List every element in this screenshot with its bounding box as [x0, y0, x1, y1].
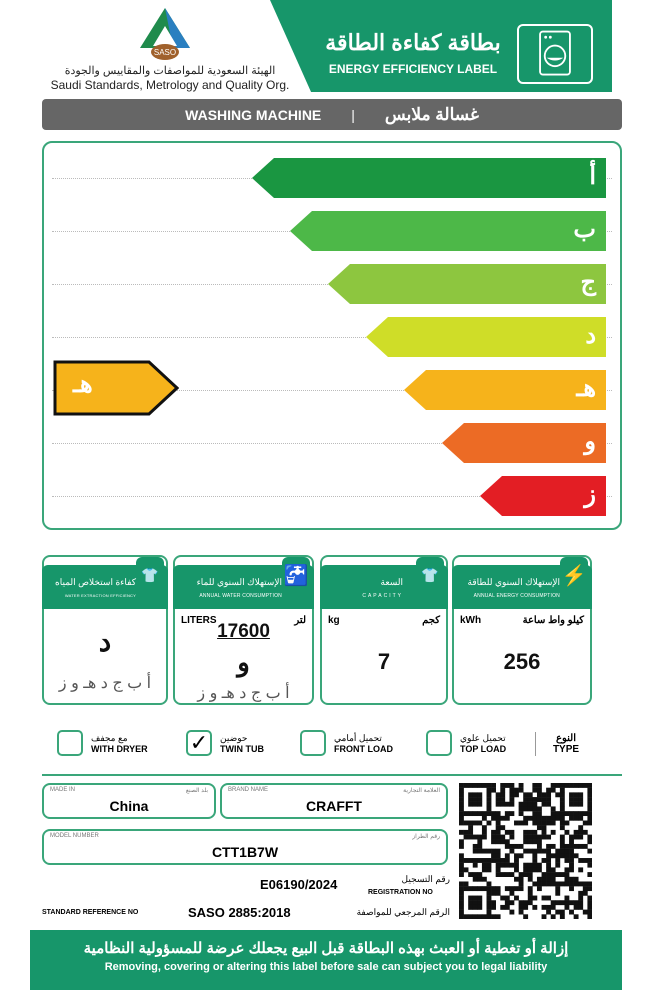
energy-value: 256 — [503, 649, 541, 674]
energy-title-en: ANNUAL ENERGY CONSUMPTION — [473, 593, 560, 599]
type-label: النوع TYPE — [552, 733, 580, 755]
water-class: و — [237, 647, 250, 677]
scale-arrow: أ — [252, 158, 606, 198]
capacity-unit-en: kg — [328, 615, 340, 626]
logo-text: SASO — [154, 48, 176, 57]
saso-logo: SASO — [140, 8, 190, 60]
extraction-title-en: WATER EXTRACTION EFFICIENCY — [64, 593, 136, 598]
scale-row-line — [52, 390, 612, 391]
washing-machine-icon — [517, 24, 593, 84]
divider: | — [351, 106, 355, 123]
scale-arrow: د — [366, 317, 606, 357]
standard-label-en: STANDARD REFERENCE NO — [42, 909, 139, 916]
type-checkbox-top-load[interactable] — [426, 730, 452, 756]
brand-value: CRAFFT — [306, 798, 362, 814]
org-name-en: Saudi Standards, Metrology and Quality O… — [50, 78, 290, 92]
model-field: MODEL NUMBER رقم الطراز CTT1B7W — [42, 829, 448, 865]
standard-label-ar: الرقم المرجعي للمواصفة — [356, 907, 450, 917]
water-unit-en: LITERS — [181, 615, 217, 626]
org-name-ar: الهيئة السعودية للمواصفات والمقاييس والج… — [64, 65, 276, 77]
rated-class-indicator: هـ — [53, 360, 179, 416]
scale-arrow: و — [442, 423, 606, 463]
faucet-icon: 🚰 — [282, 557, 310, 593]
energy-title-ar: الإستهلاك السنوي للطاقة — [467, 577, 560, 587]
registration-label-en: REGISTRATION NO — [368, 889, 433, 896]
product-type-ar: غسالة ملابس — [384, 104, 479, 124]
extraction-class: د — [98, 626, 112, 657]
scale-arrow: هـ — [404, 370, 606, 410]
product-type-bar: WASHING MACHINE | غسالة ملابس — [42, 99, 622, 130]
type-checkbox-front-load[interactable] — [300, 730, 326, 756]
legal-warning-footer: إزالة أو تغطية أو العبث بهذه البطاقة قبل… — [30, 930, 622, 990]
registration-label-ar: رقم التسجيل — [401, 874, 450, 884]
divider — [42, 774, 622, 776]
type-option-label: تحميل علوي TOP LOAD — [460, 733, 507, 754]
standard-value: SASO 2885:2018 — [188, 905, 291, 920]
type-option-label: مع مجفف WITH DRYER — [91, 733, 148, 754]
scale-row-line — [52, 337, 612, 338]
water-consumption-box: 🚰 الإستهلاك السنوي للماء ANNUAL WATER CONS… — [173, 555, 314, 705]
registration-value: E06190/2024 — [260, 877, 338, 892]
rated-class-label: هـ — [73, 371, 93, 398]
water-value: 17600 — [217, 621, 270, 642]
water-title-ar: الإستهلاك السنوي للماء — [196, 577, 282, 587]
extraction-title-ar: كفاءة استخلاص المياه — [55, 577, 136, 587]
energy-unit-ar: كيلو واط ساعة — [522, 615, 584, 626]
scale-arrow: ب — [290, 211, 606, 251]
capacity-title-ar: السعة — [380, 577, 403, 587]
made-in-field: MADE IN بلد الصنع China — [42, 783, 216, 819]
model-value: CTT1B7W — [211, 844, 279, 860]
scale-row-line — [52, 443, 612, 444]
shirt-kg-icon: 👕 — [416, 557, 444, 593]
qr-code — [459, 783, 592, 919]
energy-unit-en: kWh — [460, 615, 482, 626]
warning-ar: إزالة أو تغطية أو العبث بهذه البطاقة قبل… — [83, 940, 569, 957]
scale-arrow: ز — [480, 476, 606, 516]
scale-row-line — [52, 496, 612, 497]
capacity-title-en: CAPACITY — [362, 593, 403, 599]
energy-consumption-box: ⚡ الإستهلاك السنوي للطاقة ANNUAL ENERGY CO… — [452, 555, 592, 705]
type-option-label: حوضين TWIN TUB — [220, 733, 264, 754]
capacity-unit-ar: كجم — [422, 615, 440, 626]
type-checkbox-with-dryer[interactable] — [57, 730, 83, 756]
water-unit-ar: لتر — [294, 615, 306, 626]
water-class-scale: أ ب ج د هـ و ز — [197, 685, 290, 702]
brand-field: BRAND NAME العلامة التجارية CRAFFT — [220, 783, 448, 819]
type-option-label: تحميل أمامي FRONT LOAD — [334, 733, 393, 754]
scale-arrow: ج — [328, 264, 606, 304]
lightning-icon: ⚡ — [560, 557, 588, 593]
water-title-en: ANNUAL WATER CONSUMPTION — [199, 593, 282, 599]
divider — [535, 732, 536, 756]
wringing-shirt-icon: 👕 — [136, 557, 164, 593]
label-title-ar: بطاقة كفاءة الطاقة — [325, 30, 501, 55]
capacity-box: 👕 السعة CAPACITY kg كجم 7 — [320, 555, 448, 705]
type-checkbox-twin-tub[interactable]: ✓ — [186, 730, 212, 756]
extraction-class-scale: أ ب ج د هـ و ز — [58, 675, 152, 692]
capacity-value: 7 — [377, 649, 391, 674]
warning-en: Removing, covering or altering this labe… — [104, 961, 548, 973]
product-type-en: WASHING MACHINE — [185, 106, 322, 123]
efficiency-scale — [42, 141, 622, 530]
label-title-en: ENERGY EFFICIENCY LABEL — [328, 62, 498, 76]
water-extraction-box: 👕 كفاءة استخلاص المياه WATER EXTRACTION EF… — [42, 555, 168, 705]
made-in-value: China — [109, 798, 149, 814]
